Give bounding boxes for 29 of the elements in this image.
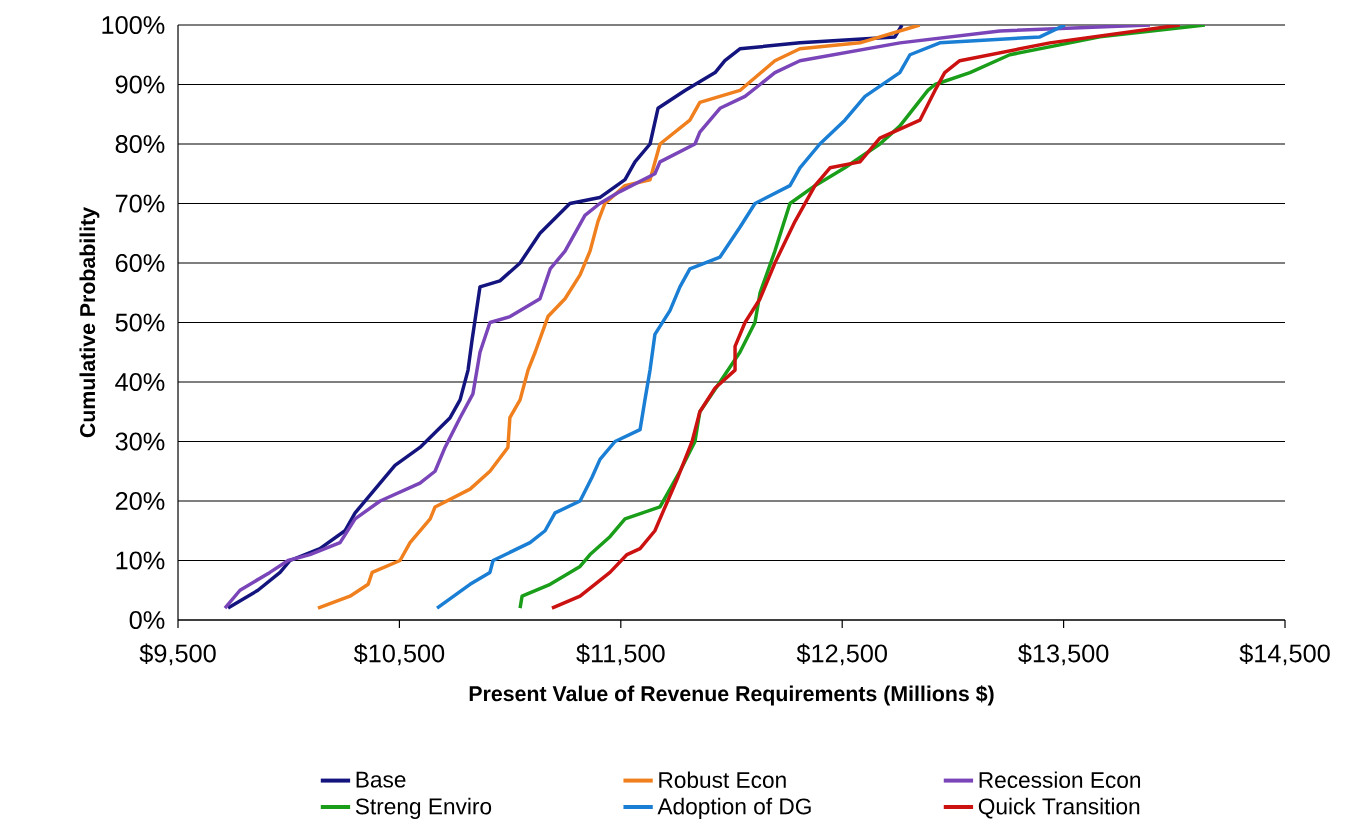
y-tick-label: 10%: [116, 551, 165, 570]
y-tick-label: 70%: [115, 194, 165, 213]
y-tick-label: 80%: [115, 135, 165, 153]
line-series: [223, 25, 1152, 610]
y-tick-label: 30%: [115, 432, 165, 451]
legend-label: Base: [356, 771, 406, 788]
y-axis-title: Cumulative Probability: [79, 207, 100, 438]
y-tick-label: 0%: [129, 611, 165, 629]
x-tick-label: $14,500: [1239, 643, 1330, 666]
legend-label: Adoption of DG: [657, 797, 811, 819]
y-tick-label: 100%: [102, 16, 165, 34]
legend-label: Robust Econ: [659, 771, 786, 789]
y-tick-label: 90%: [115, 75, 165, 94]
y-tick-label: 40%: [115, 373, 165, 391]
y-tick-label: 50%: [115, 313, 165, 332]
line-series: [316, 25, 922, 610]
y-tick-label: 60%: [115, 254, 165, 272]
legend-label: Quick Transition: [978, 797, 1140, 819]
legend-label: Streng Enviro: [355, 797, 492, 819]
x-tick-label: $11,500: [576, 643, 665, 666]
legend-label: Recession Econ: [979, 771, 1141, 789]
x-axis-title: Present Value of Revenue Requirements (Millions $): [469, 685, 994, 706]
line-series: [226, 25, 904, 610]
x-tick-label: $12,500: [796, 643, 887, 666]
x-tick-label: $9,500: [139, 643, 216, 666]
x-tick-label: $13,500: [1018, 643, 1109, 666]
x-tick-label: $10,500: [353, 643, 445, 666]
y-tick-label: 20%: [115, 492, 165, 510]
line-series: [435, 25, 1067, 610]
